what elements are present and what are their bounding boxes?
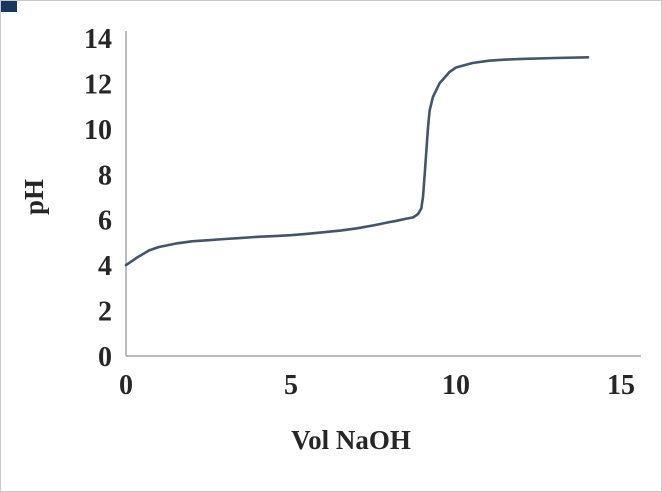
ph-curve	[124, 56, 590, 267]
y-tick-label: 6	[98, 206, 112, 237]
x-tick-label: 15	[607, 370, 635, 401]
y-tick-label: 8	[98, 160, 112, 191]
x-axis-title: Vol NaOH	[291, 425, 411, 455]
x-tick-label: 10	[442, 370, 470, 401]
y-tick-label: 4	[98, 251, 112, 282]
slide-corner-artifact	[1, 1, 17, 12]
y-tick-label: 10	[84, 115, 112, 146]
y-axis-title: pH	[19, 179, 49, 215]
y-tick-label: 14	[84, 24, 112, 55]
y-tick-label: 2	[98, 297, 112, 328]
x-tick-label: 5	[284, 370, 298, 401]
x-tick-label: 0	[119, 370, 133, 401]
y-tick-label: 12	[84, 69, 112, 100]
y-tick-label: 0	[98, 342, 112, 373]
